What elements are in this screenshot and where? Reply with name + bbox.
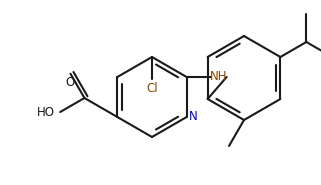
Text: O: O xyxy=(66,76,75,89)
Text: N: N xyxy=(189,110,197,124)
Text: Cl: Cl xyxy=(146,82,158,95)
Text: HO: HO xyxy=(37,105,55,119)
Text: NH: NH xyxy=(210,70,227,83)
